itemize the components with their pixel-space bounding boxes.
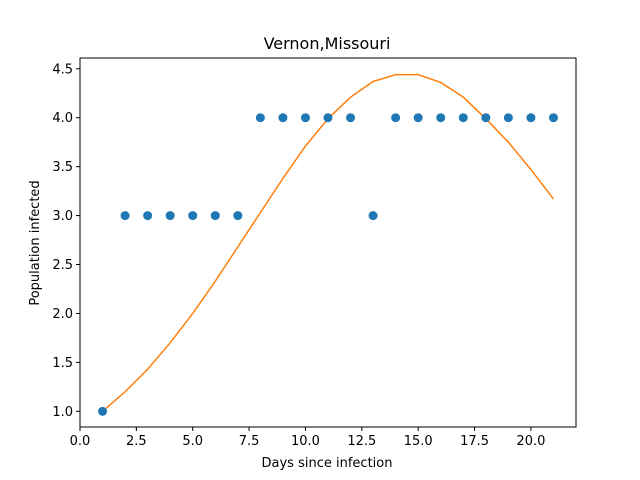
y-tick-label: 4.5 [52, 62, 73, 77]
data-point [300, 113, 310, 123]
fit-line [102, 73, 555, 412]
data-point [323, 113, 333, 123]
data-point [548, 113, 558, 123]
data-point [120, 211, 130, 221]
data-point [188, 211, 198, 221]
x-tick-label: 2.5 [126, 434, 147, 449]
data-point [391, 113, 401, 123]
data-point [503, 113, 513, 123]
data-point [98, 406, 108, 416]
x-tick-label: 7.5 [239, 434, 260, 449]
y-tick-label: 1.0 [52, 405, 73, 420]
chart-title: Vernon,Missouri [264, 34, 391, 53]
data-point [165, 211, 175, 221]
data-point [413, 113, 423, 123]
x-tick-label: 5.0 [182, 434, 203, 449]
plot-frame [79, 57, 577, 428]
data-point [278, 113, 288, 123]
y-tick-label: 2.5 [52, 258, 73, 273]
data-point [458, 113, 468, 123]
y-tick-label: 3.5 [52, 160, 73, 175]
data-point [526, 113, 536, 123]
plot-marks [98, 73, 558, 416]
x-tick-label: 15.0 [404, 434, 433, 449]
y-tick-label: 1.5 [52, 356, 73, 371]
x-tick-label: 20.0 [516, 434, 545, 449]
data-point [436, 113, 446, 123]
data-point [481, 113, 491, 123]
x-tick-label: 12.5 [347, 434, 376, 449]
x-axis: 0.0 2.5 5.0 7.5 10.0 12.5 15.0 17.5 20.0 [70, 427, 545, 449]
y-axis: 1.0 1.5 2.0 2.5 3.0 3.5 4.0 4.5 [52, 62, 80, 420]
y-axis-label: Population infected [28, 180, 43, 305]
y-tick-label: 3.0 [52, 209, 73, 224]
data-point [255, 113, 265, 123]
data-point [143, 211, 153, 221]
data-point [210, 211, 220, 221]
x-tick-label: 0.0 [70, 434, 91, 449]
x-tick-label: 17.5 [460, 434, 489, 449]
x-tick-label: 10.0 [291, 434, 320, 449]
y-tick-label: 4.0 [52, 111, 73, 126]
data-point [368, 211, 378, 221]
y-tick-label: 2.0 [52, 307, 73, 322]
data-point [233, 211, 243, 221]
data-point [346, 113, 356, 123]
x-axis-label: Days since infection [262, 456, 393, 471]
